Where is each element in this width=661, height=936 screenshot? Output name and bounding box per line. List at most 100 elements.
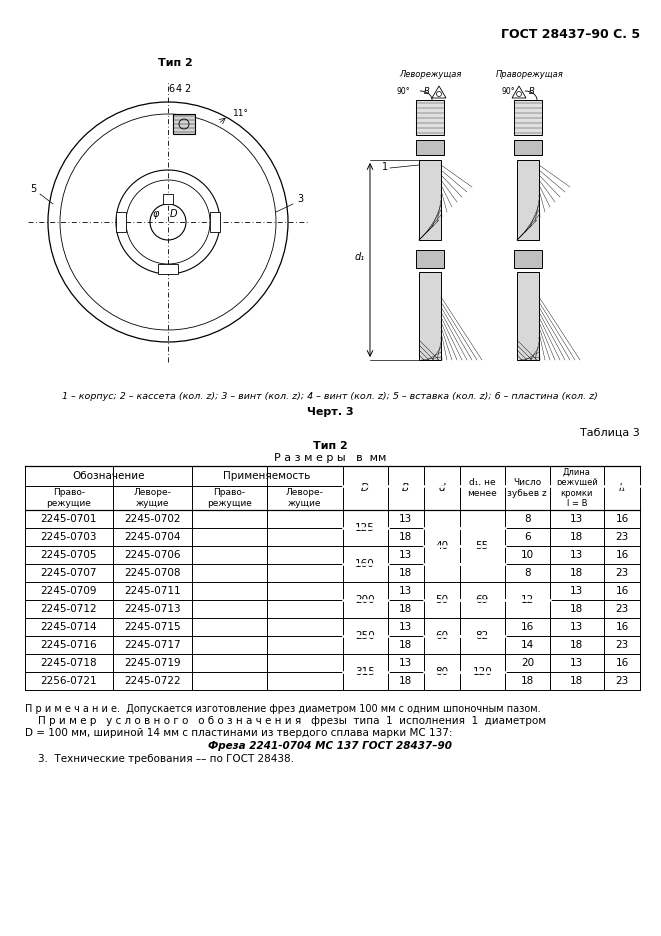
Text: 23: 23 — [615, 532, 629, 542]
Text: 2245-0713: 2245-0713 — [124, 604, 180, 614]
Bar — [517, 160, 539, 240]
Text: 2245-0722: 2245-0722 — [124, 676, 180, 686]
Text: 2256-0721: 2256-0721 — [40, 676, 97, 686]
Text: 1 – корпус; 2 – кассета (кол. z); 3 – винт (кол. z); 4 – винт (кол. z); 5 – вста: 1 – корпус; 2 – кассета (кол. z); 3 – ви… — [62, 392, 598, 401]
Text: 2245-0716: 2245-0716 — [40, 640, 97, 650]
Text: d: d — [438, 483, 445, 493]
Bar — [416, 250, 444, 268]
Bar — [163, 194, 173, 204]
Text: D = 100 мм, шириной 14 мм с пластинами из твердого сплава марки МС 137:: D = 100 мм, шириной 14 мм с пластинами и… — [25, 728, 453, 738]
Text: D: D — [169, 209, 176, 219]
Text: 60: 60 — [435, 631, 448, 641]
Text: 8: 8 — [524, 568, 531, 578]
Text: 5: 5 — [30, 184, 36, 194]
Text: 18: 18 — [399, 676, 412, 686]
Text: 2245-0712: 2245-0712 — [40, 604, 97, 614]
Text: 2: 2 — [184, 84, 190, 94]
Text: Применяемость: Применяемость — [223, 471, 311, 481]
Text: B: B — [529, 87, 535, 96]
Text: 16: 16 — [615, 622, 629, 632]
Text: φ: φ — [153, 209, 159, 219]
Text: 16: 16 — [615, 586, 629, 596]
Text: 13: 13 — [399, 514, 412, 524]
Text: 13: 13 — [570, 658, 584, 668]
Text: l₁: l₁ — [619, 483, 625, 493]
Text: 6: 6 — [168, 84, 174, 94]
Bar — [416, 140, 444, 155]
Text: 2245-0711: 2245-0711 — [124, 586, 180, 596]
Text: 2245-0718: 2245-0718 — [40, 658, 97, 668]
Bar — [416, 100, 444, 135]
Text: 18: 18 — [399, 604, 412, 614]
Text: 8: 8 — [524, 514, 531, 524]
Text: 18: 18 — [570, 568, 584, 578]
Text: П р и м е р   у с л о в н о г о   о б о з н а ч е н и я   фрезы  типа  1  исполн: П р и м е р у с л о в н о г о о б о з н … — [25, 716, 546, 726]
Text: 2245-0717: 2245-0717 — [124, 640, 180, 650]
Text: 2245-0702: 2245-0702 — [124, 514, 180, 524]
Text: 18: 18 — [399, 532, 412, 542]
Text: 3: 3 — [297, 194, 303, 204]
Text: 16: 16 — [615, 514, 629, 524]
Text: 13: 13 — [399, 586, 412, 596]
Text: 13: 13 — [399, 622, 412, 632]
Text: 13: 13 — [570, 622, 584, 632]
Bar — [158, 264, 178, 274]
Text: Леворе-
жущие: Леворе- жущие — [286, 489, 324, 507]
Text: 18: 18 — [521, 676, 534, 686]
Text: 1: 1 — [382, 162, 388, 172]
Text: 13: 13 — [399, 550, 412, 560]
Bar — [419, 272, 441, 360]
Text: Фреза 2241-0704 МС 137 ГОСТ 28437–90: Фреза 2241-0704 МС 137 ГОСТ 28437–90 — [208, 741, 452, 751]
Text: 3.  Технические требования –– по ГОСТ 28438.: 3. Технические требования –– по ГОСТ 284… — [25, 754, 294, 764]
Text: Число
зубьев z: Число зубьев z — [508, 478, 547, 498]
Bar — [173, 114, 195, 134]
Text: 90°: 90° — [396, 87, 410, 96]
Text: d₁, не
менее: d₁, не менее — [467, 478, 497, 498]
Text: 23: 23 — [615, 604, 629, 614]
Bar — [514, 250, 542, 268]
Text: 69: 69 — [476, 595, 489, 605]
Text: B: B — [402, 483, 409, 493]
Text: 120: 120 — [473, 667, 492, 677]
Text: 18: 18 — [570, 604, 584, 614]
Text: 2245-0714: 2245-0714 — [40, 622, 97, 632]
Text: 18: 18 — [570, 532, 584, 542]
Text: 200: 200 — [356, 595, 375, 605]
Text: 125: 125 — [355, 523, 375, 533]
Bar — [514, 140, 542, 155]
Text: 18: 18 — [570, 676, 584, 686]
Text: 13: 13 — [570, 514, 584, 524]
Text: Леворежущая: Леворежущая — [399, 70, 461, 79]
Text: 90°: 90° — [501, 87, 515, 96]
Text: 6: 6 — [524, 532, 531, 542]
Text: D: D — [361, 483, 369, 493]
Text: 2245-0704: 2245-0704 — [124, 532, 180, 542]
Text: 18: 18 — [399, 568, 412, 578]
Text: 250: 250 — [356, 631, 375, 641]
Text: Черт. 3: Черт. 3 — [307, 407, 354, 417]
Text: 23: 23 — [615, 568, 629, 578]
Text: Длина
режущей
кромки
l = B: Длина режущей кромки l = B — [556, 468, 598, 508]
Text: d₁: d₁ — [355, 252, 365, 262]
Text: 2245-0706: 2245-0706 — [124, 550, 180, 560]
Text: 2245-0715: 2245-0715 — [124, 622, 180, 632]
Text: ГОСТ 28437–90 С. 5: ГОСТ 28437–90 С. 5 — [501, 28, 640, 41]
Text: 23: 23 — [615, 676, 629, 686]
Text: 80: 80 — [435, 667, 448, 677]
Text: 40: 40 — [435, 541, 448, 551]
Text: Обозначение: Обозначение — [72, 471, 145, 481]
Text: 10: 10 — [521, 550, 534, 560]
Bar — [210, 212, 220, 232]
Text: Праворежущая: Праворежущая — [496, 70, 564, 79]
Text: 2245-0705: 2245-0705 — [41, 550, 97, 560]
Text: Р а з м е р ы   в  мм: Р а з м е р ы в мм — [274, 453, 386, 463]
Text: 4: 4 — [176, 84, 182, 94]
Text: 82: 82 — [476, 631, 489, 641]
Text: 11°: 11° — [233, 110, 249, 119]
Text: 2245-0708: 2245-0708 — [124, 568, 180, 578]
Bar — [116, 212, 126, 232]
Text: Тип 2: Тип 2 — [157, 58, 192, 68]
Text: 13: 13 — [570, 550, 584, 560]
Text: B: B — [424, 87, 430, 96]
Text: 16: 16 — [521, 622, 534, 632]
